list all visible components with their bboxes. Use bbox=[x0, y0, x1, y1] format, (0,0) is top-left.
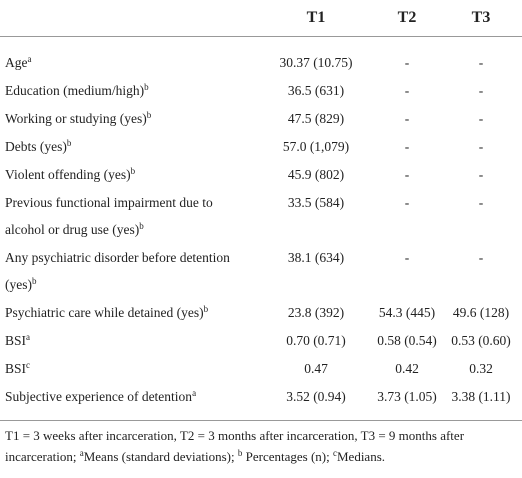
superscript: b bbox=[146, 110, 152, 120]
column-header: T2 bbox=[374, 0, 440, 37]
cell-value: 0.70 (0.71) bbox=[286, 333, 346, 348]
cell-value: 57.0 (1,079) bbox=[282, 139, 350, 154]
cell-value: 23.8 (392) bbox=[287, 305, 345, 320]
row-label-text: Age bbox=[5, 55, 28, 70]
superscript: b bbox=[66, 138, 72, 148]
superscript: c bbox=[26, 360, 31, 370]
column-header: T1 bbox=[258, 0, 374, 37]
footnote: T1 = 3 weeks after incarceration, T2 = 3… bbox=[0, 421, 522, 467]
row-label: Violent offending (yes)b bbox=[0, 161, 258, 189]
superscript: a bbox=[27, 54, 32, 64]
cell-value: 0.42 bbox=[395, 361, 419, 376]
cell-value: 54.3 (445) bbox=[378, 305, 436, 320]
cell-value: - bbox=[478, 111, 484, 126]
table-row: Debts (yes)b 57.0 (1,079) - - bbox=[0, 133, 522, 161]
table-row: Psychiatric care while detained (yes)b 23… bbox=[0, 299, 522, 327]
cell-value: - bbox=[478, 167, 484, 182]
table-row: Education (medium/high)b 36.5 (631) - - bbox=[0, 77, 522, 105]
cell-value: 36.5 (631) bbox=[287, 83, 345, 98]
data-table: T1 T2 T3 Agea 30.37 (10.75) - - Education (med… bbox=[0, 0, 522, 421]
row-label: Psychiatric care while detained (yes)b bbox=[0, 299, 258, 327]
superscript: a bbox=[26, 332, 31, 342]
cell-value: 3.73 (1.05) bbox=[374, 382, 440, 421]
row-label-text: Previous functional impairment due to al… bbox=[5, 195, 213, 237]
row-label: Subjective experience of detentiona bbox=[0, 382, 258, 421]
cell-value: 0.47 bbox=[304, 361, 328, 376]
row-label: Education (medium/high)b bbox=[0, 77, 258, 105]
superscript: b bbox=[237, 448, 243, 458]
row-label-text: Subjective experience of detention bbox=[5, 389, 193, 404]
page: T1 T2 T3 Agea 30.37 (10.75) - - Education (med… bbox=[0, 0, 522, 467]
superscript: b bbox=[130, 166, 136, 176]
table-row: BSIc 0.47 0.42 0.32 bbox=[0, 355, 522, 383]
cell-value: - bbox=[404, 250, 410, 265]
footnote-text: Medians. bbox=[336, 449, 386, 464]
superscript: b bbox=[139, 221, 144, 231]
row-label: Working or studying (yes)b bbox=[0, 105, 258, 133]
table-row: BSIa 0.70 (0.71) 0.58 (0.54) 0.53 (0.60) bbox=[0, 327, 522, 355]
header-row: T1 T2 T3 bbox=[0, 0, 522, 37]
cell-value: 30.37 (10.75) bbox=[279, 55, 353, 70]
table-row: Working or studying (yes)b 47.5 (829) - - bbox=[0, 105, 522, 133]
row-label-text: BSI bbox=[5, 361, 27, 376]
table-row: Agea 30.37 (10.75) - - bbox=[0, 37, 522, 77]
footnote-text: T1 = 3 weeks after incarceration, T2 = 3… bbox=[5, 428, 465, 464]
cell-value: - bbox=[478, 250, 484, 265]
cell-value: 45.9 (802) bbox=[287, 167, 345, 182]
cell-value: 3.52 (0.94) bbox=[258, 382, 374, 421]
table-row: Subjective experience of detentiona 3.52 … bbox=[0, 382, 522, 421]
row-label: BSIa bbox=[0, 327, 258, 355]
table-row: Previous functional impairment due to al… bbox=[0, 189, 522, 244]
row-label: Any psychiatric disorder before detentio… bbox=[0, 244, 258, 299]
footnote-text: Percentages (n); bbox=[242, 449, 333, 464]
cell-value: 49.6 (128) bbox=[452, 305, 510, 320]
row-label-text: BSI bbox=[5, 333, 27, 348]
superscript: b bbox=[144, 82, 149, 92]
column-header: T3 bbox=[440, 0, 522, 37]
table-row: Violent offending (yes)b 45.9 (802) - - bbox=[0, 161, 522, 189]
row-label: Debts (yes)b bbox=[0, 133, 258, 161]
cell-value: - bbox=[404, 55, 410, 70]
row-label: Agea bbox=[0, 37, 258, 77]
table-row: Any psychiatric disorder before detentio… bbox=[0, 244, 522, 299]
row-label-text: Violent offending (yes) bbox=[5, 167, 131, 182]
cell-value: - bbox=[404, 195, 410, 210]
cell-value: - bbox=[478, 139, 484, 154]
superscript: c bbox=[332, 448, 337, 458]
cell-value: 0.58 (0.54) bbox=[377, 333, 437, 348]
row-label-text: Working or studying (yes) bbox=[5, 111, 147, 126]
row-label: BSIc bbox=[0, 355, 258, 383]
superscript: a bbox=[79, 448, 84, 458]
superscript: b bbox=[32, 276, 37, 286]
cell-value: - bbox=[478, 83, 484, 98]
superscript: a bbox=[192, 388, 197, 398]
cell-value: - bbox=[404, 83, 410, 98]
row-label-text: Any psychiatric disorder before detentio… bbox=[5, 250, 230, 292]
cell-value: 47.5 (829) bbox=[287, 111, 345, 126]
cell-value: - bbox=[478, 55, 484, 70]
row-label: Previous functional impairment due to al… bbox=[0, 189, 258, 244]
cell-value: 38.1 (634) bbox=[287, 250, 345, 265]
cell-value: - bbox=[404, 139, 410, 154]
cell-value: - bbox=[404, 167, 410, 182]
superscript: b bbox=[203, 304, 209, 314]
row-label-text: Education (medium/high) bbox=[5, 83, 145, 98]
footnote-text: Means (standard deviations); bbox=[83, 449, 238, 464]
cell-value: 3.38 (1.11) bbox=[440, 382, 522, 421]
table-body: Agea 30.37 (10.75) - - Education (medium/hig… bbox=[0, 37, 522, 421]
row-label-text: Debts (yes) bbox=[5, 139, 67, 154]
row-label-text: Psychiatric care while detained (yes) bbox=[5, 305, 204, 320]
cell-value: 0.32 bbox=[469, 361, 493, 376]
header-blank bbox=[0, 0, 258, 37]
cell-value: 0.53 (0.60) bbox=[451, 333, 511, 348]
cell-value: 33.5 (584) bbox=[287, 195, 345, 210]
cell-value: - bbox=[404, 111, 410, 126]
cell-value: - bbox=[478, 195, 484, 210]
